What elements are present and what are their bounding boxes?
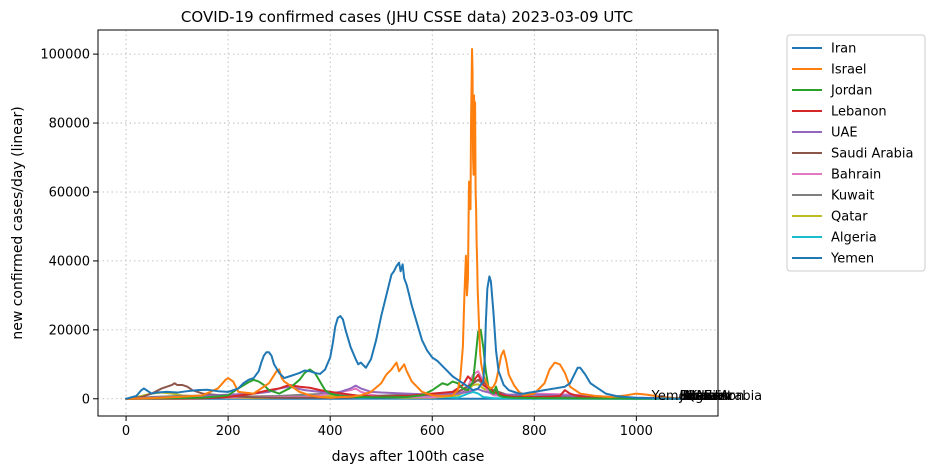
- series-line-jordan: [125, 328, 689, 400]
- legend-label: Saudi Arabia: [831, 147, 914, 162]
- plot-frame: [97, 29, 719, 417]
- legend-label: Qatar: [831, 210, 868, 225]
- series-layer: [125, 47, 689, 400]
- end-label-israel: Israel: [683, 389, 719, 404]
- axis-ticks: 0 200 400 600 800 1000 0 20000 40000 60000 80000 10…: [40, 48, 653, 439]
- y-tick-label: 40000: [49, 254, 90, 269]
- x-tick-label: 600: [420, 424, 445, 439]
- series-line-lebanon: [125, 373, 689, 400]
- y-tick-label: 60000: [49, 185, 90, 200]
- legend-label: UAE: [831, 126, 858, 141]
- y-axis-label: new confirmed cases/day (linear): [10, 106, 26, 339]
- y-tick-label: 100000: [40, 48, 90, 63]
- x-axis-label: days after 100th case: [332, 449, 485, 465]
- grid-lines: [98, 30, 718, 416]
- legend-label: Yemen: [830, 252, 874, 267]
- series-line-iran: [125, 261, 689, 400]
- end-label-qatar: Qatar: [686, 389, 723, 404]
- end-label-yemen: Yemen: [651, 389, 695, 404]
- y-tick-label: 0: [82, 392, 90, 407]
- legend-label: Jordan: [830, 84, 872, 99]
- legend-label: Bahrain: [831, 168, 881, 183]
- legend-box: [786, 34, 926, 272]
- x-tick-label: 800: [522, 424, 547, 439]
- series-line-israel: [125, 47, 689, 400]
- x-tick-label: 1000: [620, 424, 653, 439]
- legend-label: Lebanon: [831, 105, 887, 120]
- y-tick-label: 80000: [49, 117, 90, 132]
- x-tick-label: 200: [216, 424, 241, 439]
- end-label-bahrain: Bahrain: [680, 389, 730, 404]
- end-label-kuwait: Kuwait: [689, 389, 732, 404]
- end-label-jordan: Jordan: [679, 389, 721, 404]
- x-tick-label: 400: [318, 424, 343, 439]
- end-label-uae: UAE: [686, 389, 713, 404]
- chart-title: COVID-19 confirmed cases (JHU CSSE data)…: [181, 8, 633, 26]
- end-label-iran: Iran: [686, 389, 711, 404]
- end-label-saudi-arabia: Saudi Arabia: [680, 389, 763, 404]
- x-tick-label: 0: [122, 424, 130, 439]
- end-label-algeria: Algeria: [683, 389, 729, 404]
- legend: Iran Israel Jordan Lebanon UAE Saudi Arabia Ba…: [786, 34, 926, 272]
- legend-label: Kuwait: [831, 189, 874, 204]
- legend-label: Algeria: [831, 231, 877, 246]
- legend-label: Israel: [831, 63, 867, 78]
- y-tick-label: 20000: [49, 323, 90, 338]
- legend-label: Iran: [831, 42, 856, 57]
- end-label-lebanon: Lebanon: [689, 389, 745, 404]
